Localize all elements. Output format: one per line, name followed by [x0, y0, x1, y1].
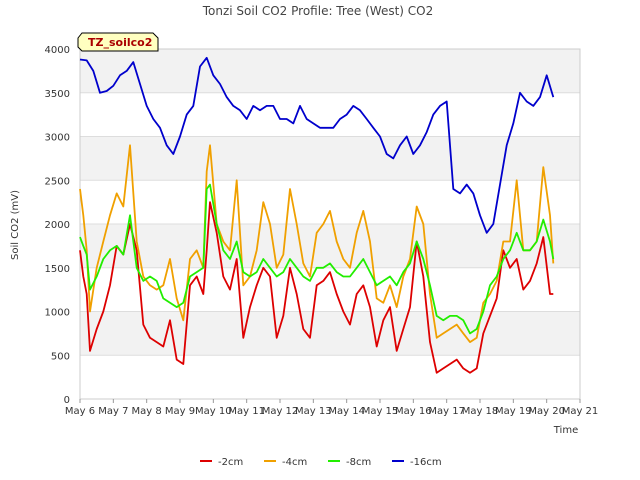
legend-label: -16cm	[410, 457, 442, 468]
x-tick-label: May 7	[98, 406, 128, 417]
x-tick-label: May 15	[362, 406, 399, 417]
series-line-4	[79, 56, 555, 234]
x-tick-label: May 9	[165, 406, 195, 417]
x-tick-label: May 20	[528, 406, 565, 417]
background-band	[80, 136, 580, 181]
legend-label: -8cm	[346, 457, 371, 468]
series-line-1	[79, 201, 554, 374]
x-tick-label: May 13	[295, 406, 332, 417]
y-tick-label: 3000	[45, 133, 70, 144]
legend: -2cm -4cm -8cm -16cm	[200, 457, 442, 468]
x-tick-label: May 6	[65, 406, 95, 417]
y-tick-label: 1500	[45, 264, 70, 275]
background-band	[80, 224, 580, 268]
x-tick-label: May 21	[562, 406, 599, 417]
y-axis-ticks: 0 500 1000 1500 2000 2500 3000 3500 4000	[45, 45, 70, 406]
x-tick-label: May 8	[132, 406, 162, 417]
series-line-2	[79, 144, 555, 344]
chart-title: Tonzi Soil CO2 Profile: Tree (West) CO2	[202, 4, 434, 18]
y-tick-label: 0	[64, 395, 70, 406]
x-tick-label: May 18	[462, 406, 499, 417]
background-band	[80, 49, 580, 93]
y-tick-label: 1000	[45, 308, 70, 319]
x-tick-label: May 17	[428, 406, 465, 417]
x-tick-label: May 10	[195, 406, 232, 417]
y-axis-title: Soil CO2 (mV)	[10, 190, 21, 260]
y-tick-label: 2000	[45, 220, 70, 231]
y-tick-label: 3500	[45, 89, 70, 100]
x-tick-label: May 12	[262, 406, 299, 417]
series-lines	[79, 56, 555, 374]
x-tick-label: May 11	[228, 406, 265, 417]
legend-label: -2cm	[218, 457, 243, 468]
x-tick-label: May 16	[395, 406, 432, 417]
x-tick-label: May 14	[328, 406, 365, 417]
station-badge: TZ_soilco2	[77, 32, 159, 52]
background-band	[80, 311, 580, 356]
background-bands	[80, 49, 580, 356]
x-axis-title: Time	[553, 425, 578, 436]
plot-frame	[79, 48, 581, 400]
y-tick-label: 4000	[45, 45, 70, 56]
legend-label: -4cm	[282, 457, 307, 468]
series-line-3	[79, 183, 555, 335]
station-badge-label: TZ_soilco2	[88, 36, 152, 49]
y-tick-label: 500	[51, 351, 70, 362]
x-tick-label: May 19	[495, 406, 532, 417]
y-tick-label: 2500	[45, 176, 70, 187]
